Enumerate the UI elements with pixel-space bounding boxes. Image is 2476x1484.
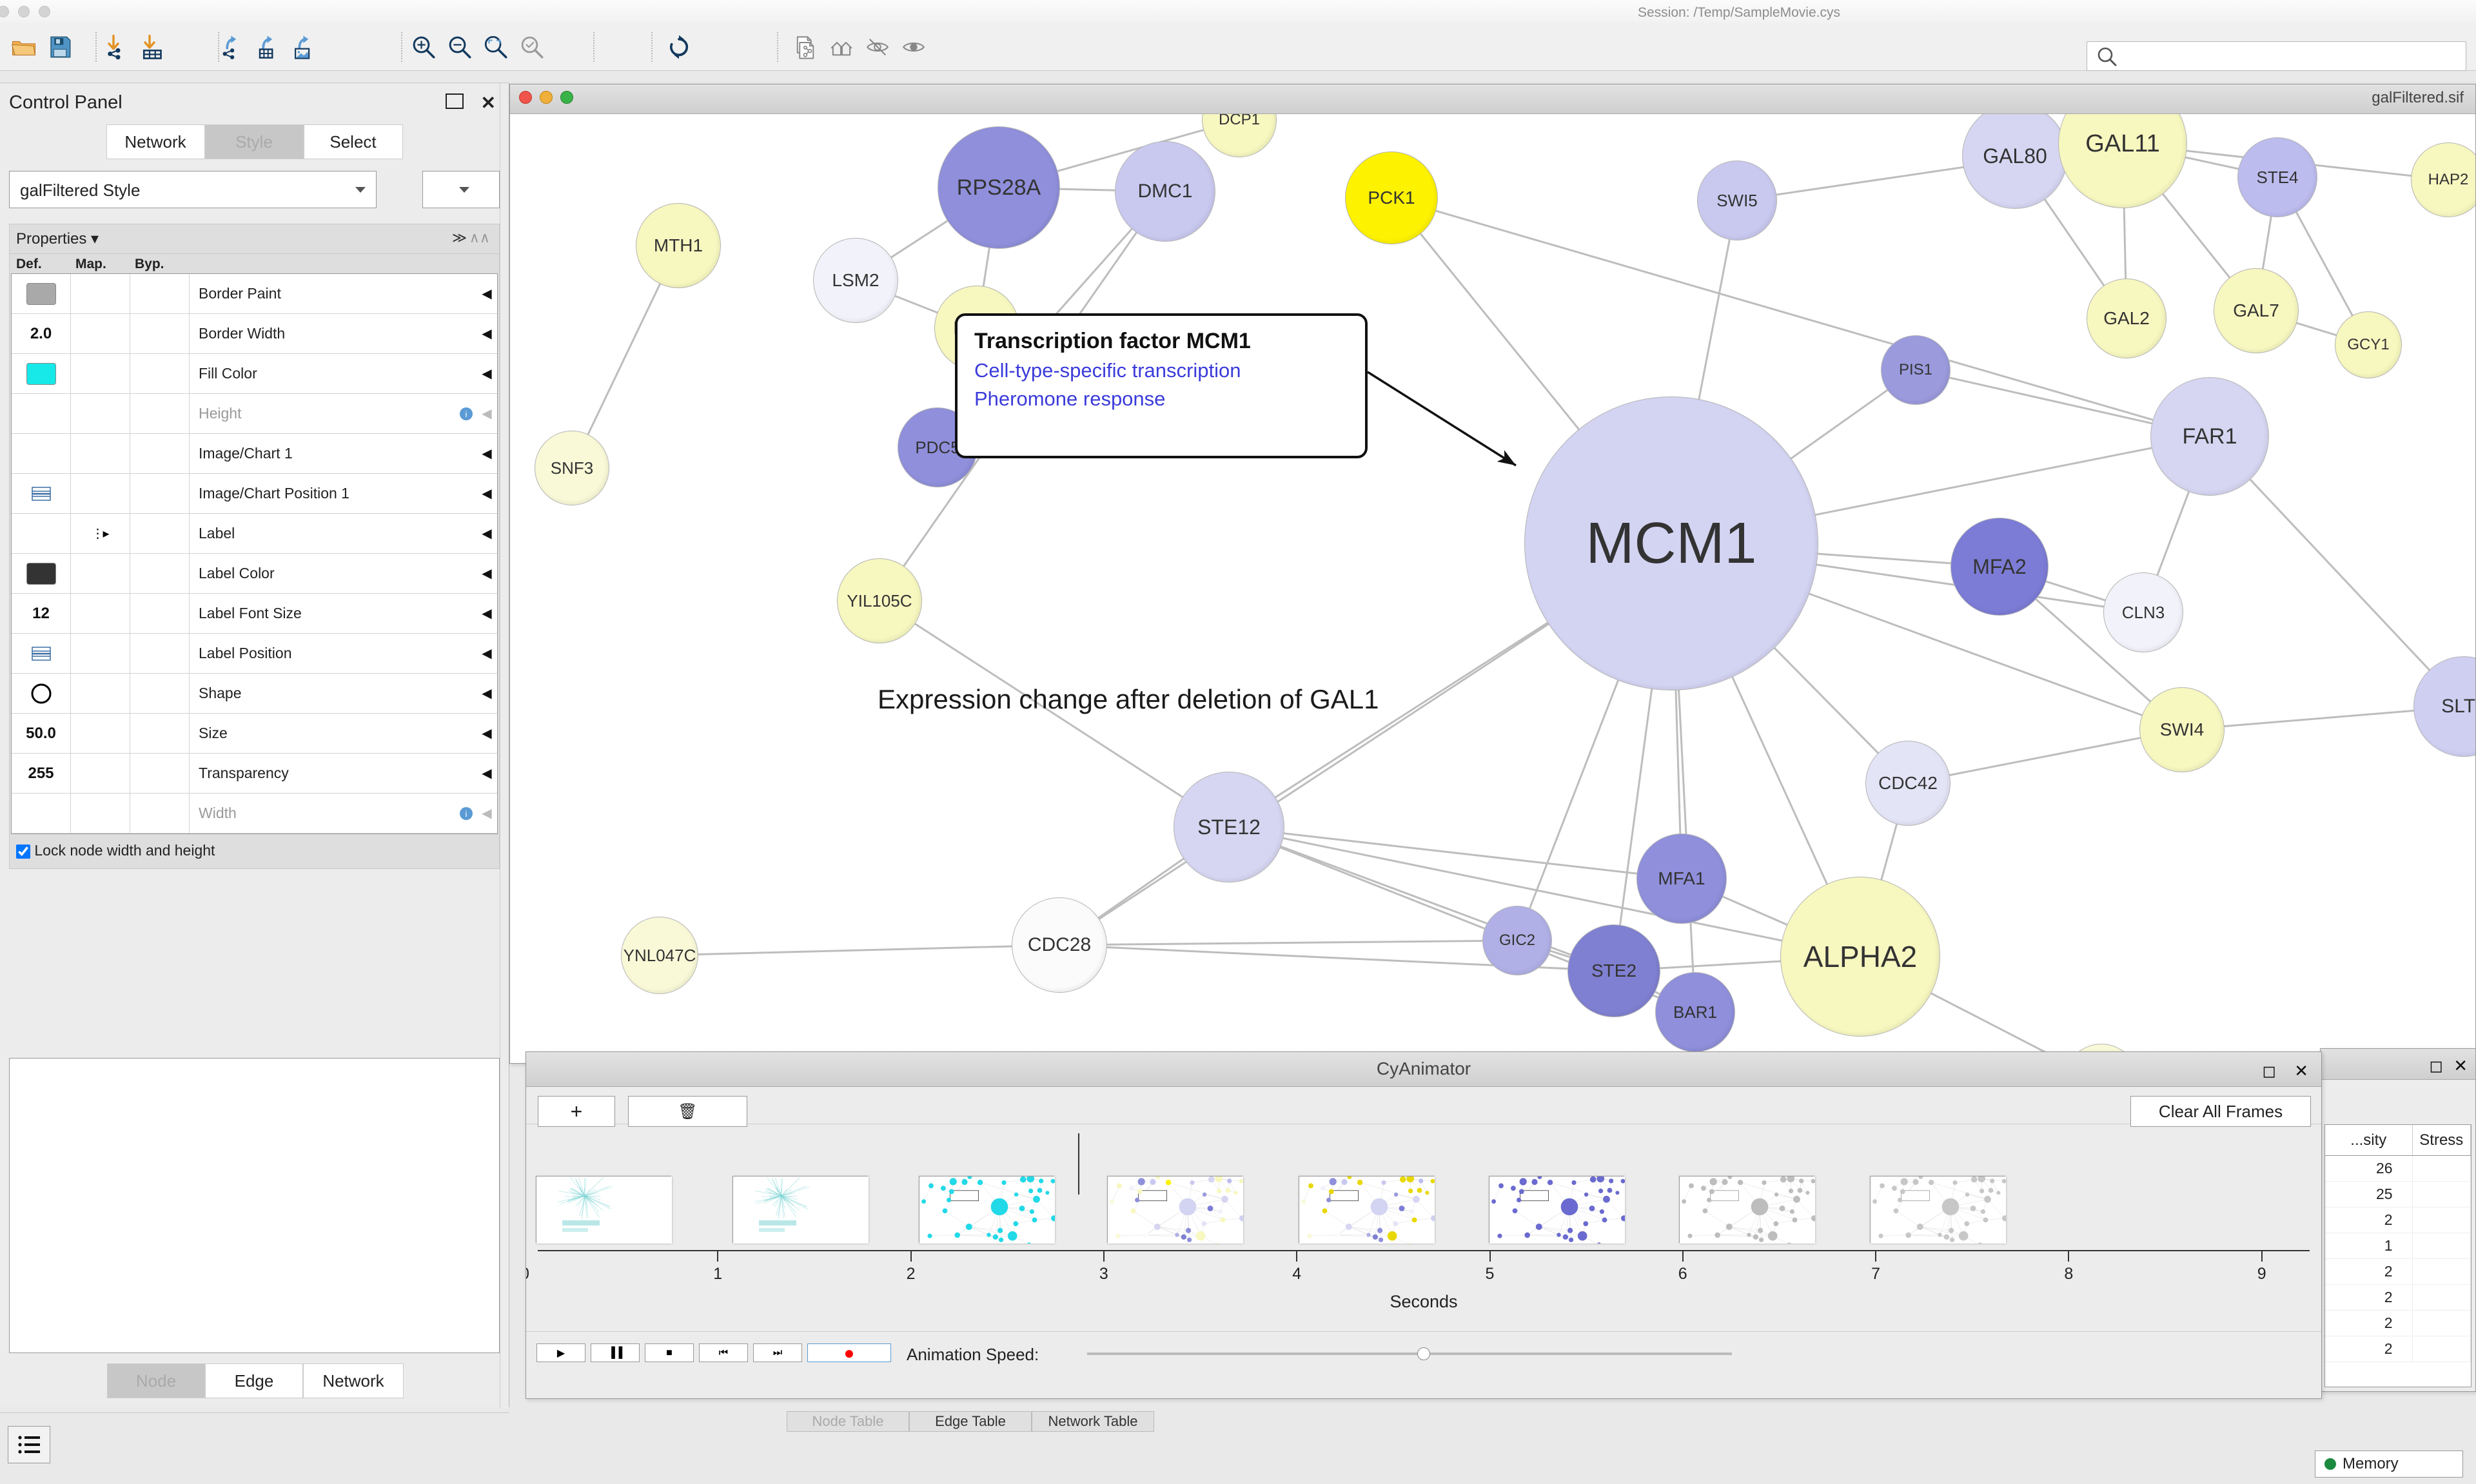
svg-text:i: i: [466, 809, 467, 819]
svg-text:i: i: [466, 409, 467, 419]
